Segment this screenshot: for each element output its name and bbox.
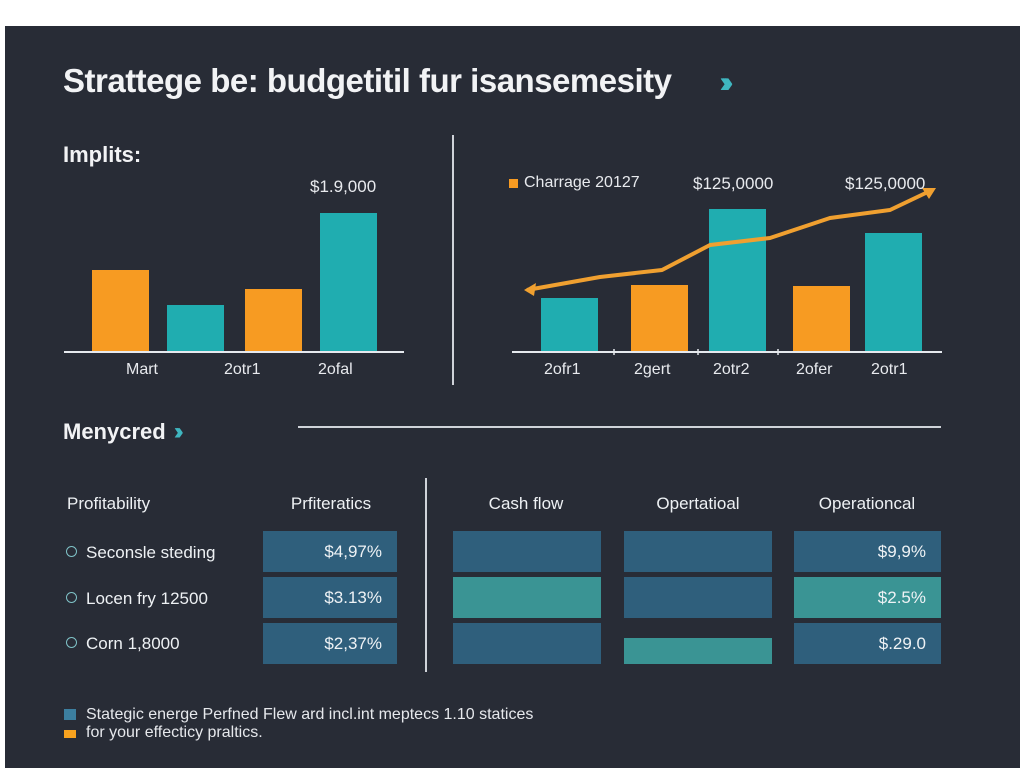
table-header: Prfiteratics [290, 494, 372, 513]
left-tick-label: Mart [126, 361, 158, 378]
table-header: Cash flow [488, 494, 564, 513]
table-header: Opertatioal [656, 494, 740, 513]
table-cell [624, 638, 772, 664]
table-row-label: Corn 1,8000 [66, 634, 180, 654]
section-title: Menycred ›› [63, 418, 184, 446]
table-row-label: Locen fry 12500 [66, 589, 208, 609]
bar [320, 213, 377, 351]
left-tick-label: 2ofal [318, 361, 353, 378]
circle-bullet-icon [66, 592, 77, 603]
right-tick-label: 2gert [634, 361, 671, 378]
circle-bullet-icon [66, 637, 77, 648]
table-header: Profitability [67, 494, 151, 513]
right-tick-label: 2otr2 [713, 361, 750, 378]
table-cell: $4,97% [263, 531, 397, 572]
right-chart-legend: Charrage 20127 [509, 174, 640, 192]
bar [245, 289, 302, 351]
legend-label: Charrage 20127 [524, 174, 640, 191]
table-cell: $.29.0 [794, 623, 941, 664]
table-cell [624, 531, 772, 572]
page-title-text: Strattege be: budgetitil fur isansemesit… [63, 62, 672, 99]
arrow-left-icon [524, 283, 536, 296]
left-tick-label: 2otr1 [224, 361, 261, 378]
section-title-text: Menycred [63, 419, 166, 444]
bar [92, 270, 149, 351]
table-cell: $2.5% [794, 577, 941, 618]
table-cell [453, 623, 601, 664]
bar [541, 298, 598, 351]
legend-square-icon [64, 709, 76, 720]
table-cell: $3.13% [263, 577, 397, 618]
table-divider [425, 478, 427, 672]
circle-bullet-icon [66, 546, 77, 557]
table-cell [624, 577, 772, 618]
double-chevron-right-icon[interactable]: ›› [173, 418, 184, 445]
legend-swatch-icon [509, 179, 518, 188]
table-cell: $9,9% [794, 531, 941, 572]
footer-line-1: Stategic energe Perfned Flew ard incl.in… [64, 706, 533, 724]
bar [709, 209, 766, 351]
table-row-label: Seconsle steding [66, 543, 215, 563]
right-tick-label: 2ofr1 [544, 361, 581, 378]
page-title: Strattege be: budgetitil fur isansemesit… [63, 62, 733, 100]
right-chart-annotation: $125,0000 [845, 174, 926, 193]
chart-divider [452, 135, 454, 385]
table-cell: $2,37% [263, 623, 397, 664]
table-header: Operationcal [818, 494, 916, 513]
right-tick-label: 2otr1 [871, 361, 908, 378]
right-tick-label: 2ofer [796, 361, 833, 378]
legend-square-icon [64, 730, 76, 738]
table-cell [453, 577, 601, 618]
left-chart-annotation: $1.9,000 [310, 177, 377, 196]
bar [631, 285, 688, 351]
right-chart-annotation: $125,0000 [693, 174, 774, 193]
left-chart-title: Implits: [63, 142, 142, 167]
bar [167, 305, 224, 351]
bar [793, 286, 850, 351]
section-divider [298, 426, 941, 428]
arrow-right-icon [922, 188, 936, 199]
trend-line [526, 188, 933, 292]
footer-line-2: for your effecticy praltics. [64, 724, 263, 742]
table-cell [453, 531, 601, 572]
bar [865, 233, 922, 351]
